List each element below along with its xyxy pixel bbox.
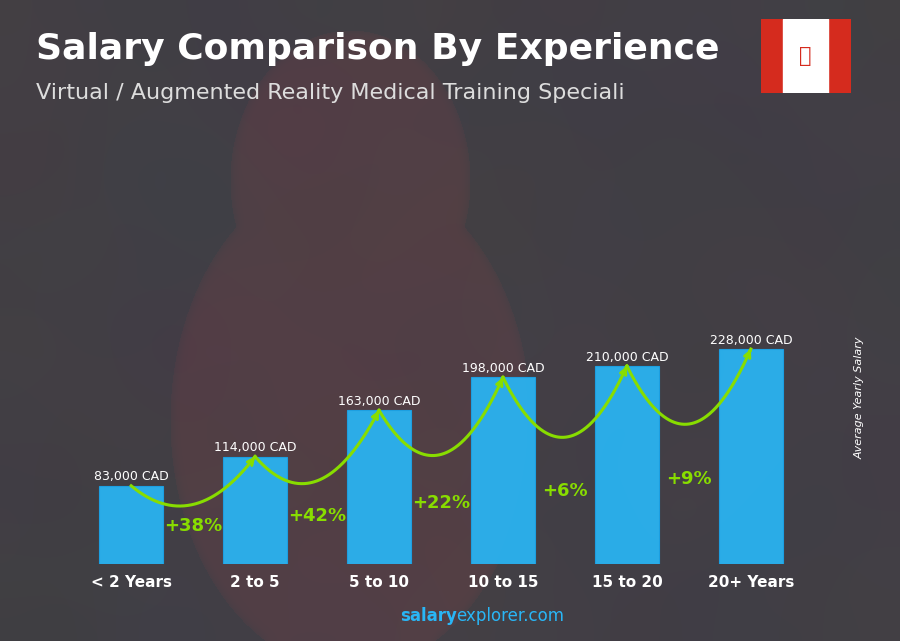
Text: 🍁: 🍁 xyxy=(799,46,812,66)
Bar xyxy=(828,19,850,93)
Text: Average Yearly Salary: Average Yearly Salary xyxy=(854,336,865,459)
Bar xyxy=(595,366,659,564)
Text: +22%: +22% xyxy=(412,494,470,512)
Text: explorer.com: explorer.com xyxy=(456,607,564,625)
Bar xyxy=(99,486,164,564)
Text: salary: salary xyxy=(400,607,457,625)
Bar xyxy=(718,349,783,564)
Text: +42%: +42% xyxy=(288,508,346,526)
Bar xyxy=(223,456,287,564)
Text: Salary Comparison By Experience: Salary Comparison By Experience xyxy=(36,32,719,66)
Text: +38%: +38% xyxy=(164,517,222,535)
Bar xyxy=(783,19,828,93)
Text: 210,000 CAD: 210,000 CAD xyxy=(586,351,668,363)
Text: +6%: +6% xyxy=(542,482,588,500)
Text: 163,000 CAD: 163,000 CAD xyxy=(338,395,420,408)
Text: 228,000 CAD: 228,000 CAD xyxy=(709,334,792,347)
Text: 198,000 CAD: 198,000 CAD xyxy=(462,362,544,375)
Text: 83,000 CAD: 83,000 CAD xyxy=(94,470,168,483)
Text: 114,000 CAD: 114,000 CAD xyxy=(214,441,296,454)
Bar xyxy=(760,19,783,93)
Bar xyxy=(471,378,536,564)
Bar xyxy=(346,410,411,564)
Text: +9%: +9% xyxy=(666,470,712,488)
Text: Virtual / Augmented Reality Medical Training Speciali: Virtual / Augmented Reality Medical Trai… xyxy=(36,83,625,103)
